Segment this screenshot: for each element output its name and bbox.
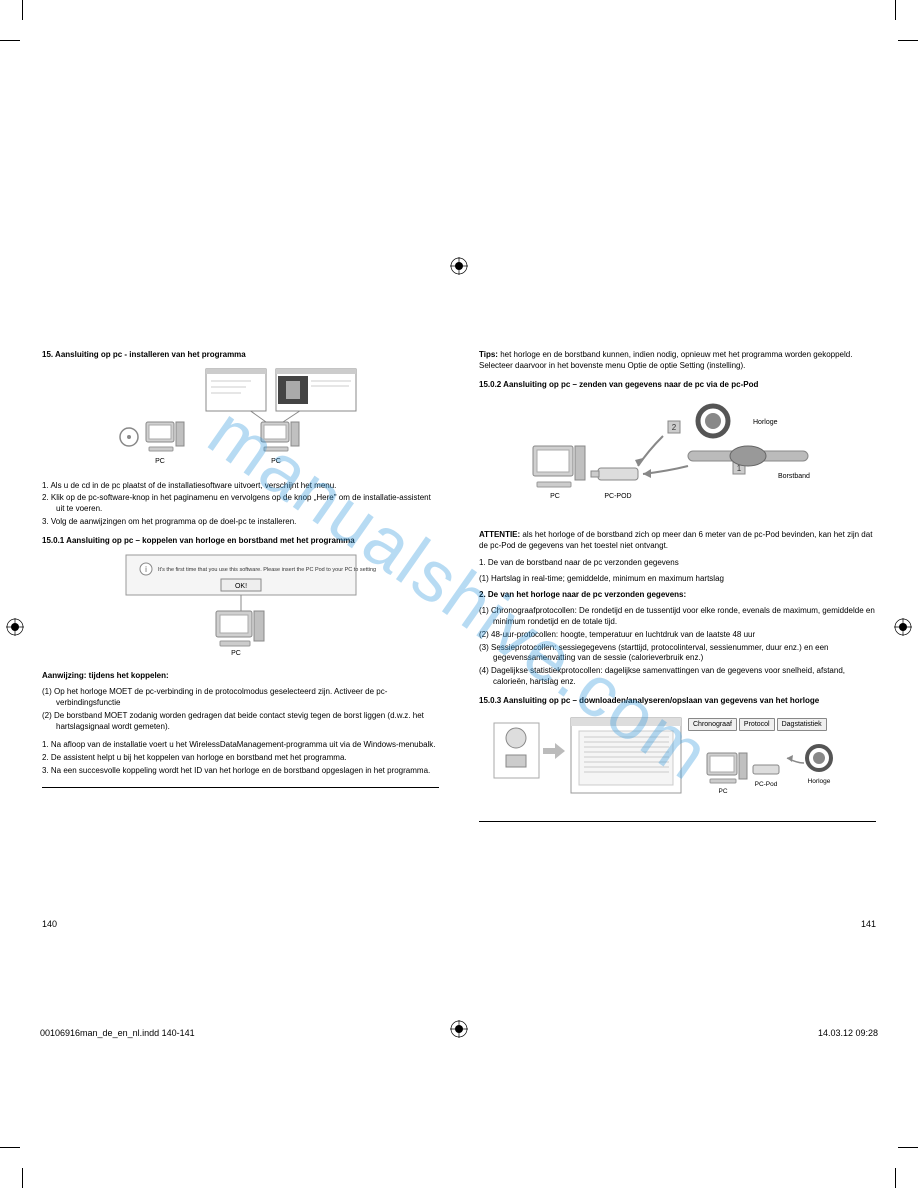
reg-mark-right (894, 618, 912, 636)
svg-text:PC: PC (271, 458, 281, 465)
heading-1501: 15.0.1 Aansluiting op pc – koppelen van … (42, 536, 439, 547)
aanwijzing-list: (1) Op het horloge MOET de pc-verbinding… (42, 687, 439, 732)
install-step-3: 3. Volg de aanwijzingen om het programma… (42, 517, 439, 528)
footer-datetime: 14.03.12 09:28 (818, 1028, 878, 1038)
attentie-paragraph: ATTENTIE: als het horloge of de borstban… (479, 530, 876, 552)
h2: 2. De van het horloge naar de pc verzond… (479, 590, 876, 601)
attentie-label: ATTENTIE: (479, 530, 520, 539)
svg-text:It's the first time that you u: It's the first time that you use this so… (158, 567, 376, 573)
reg-mark-top (450, 257, 468, 275)
install-step-2: 2. Klik op de pc-software-knop in het pa… (42, 493, 439, 515)
aanw-item-2: (2) De borstband MOET zodanig worden ged… (42, 711, 439, 733)
page-rule-right (479, 821, 876, 822)
tips-text: het horloge en de borstband kunnen, indi… (479, 350, 852, 370)
page-right: Tips: het horloge en de borstband kunnen… (459, 350, 896, 930)
page-rule-left (42, 787, 439, 788)
page-number-right: 141 (861, 918, 876, 930)
install-step-1: 1. Als u de cd in de pc plaatst of de in… (42, 481, 439, 492)
p2-3: (3) Sessieprotocollen: sessiegegevens (s… (479, 643, 876, 665)
p1-1: (1) Hartslag in real-time; gemiddelde, m… (479, 574, 876, 585)
p1: 1. De van de borstband naar de pc verzon… (479, 558, 876, 569)
p2-4: (4) Dagelijkse statistiekprotocollen: da… (479, 666, 876, 688)
svg-text:PC: PC (231, 650, 241, 657)
heading-aanwijzing: Aanwijzing: tijdens het koppelen: (42, 671, 439, 682)
aanw-item-1: (1) Op het horloge MOET de pc-verbinding… (42, 687, 439, 709)
p2-2: (2) 48-uur-protocollen: hoogte, temperat… (479, 630, 876, 641)
heading-15: 15. Aansluiting op pc - installeren van … (42, 350, 439, 361)
install-steps: 1. Als u de cd in de pc plaatst of de in… (42, 481, 439, 528)
tag-chronograaf: Chronograaf (688, 718, 737, 731)
svg-text:Borstband: Borstband (778, 473, 810, 480)
page-left: 15. Aansluiting op pc - installeren van … (22, 350, 459, 930)
figure-pcpod: PC PC-POD 2 1 Horloge (479, 396, 876, 520)
post-install-steps: 1. Na afloop van de installatie voert u … (42, 740, 439, 776)
svg-text:Horloge: Horloge (753, 419, 778, 426)
page-number-left: 140 (42, 918, 57, 930)
svg-text:PC: PC (155, 458, 165, 465)
print-footer: 00106916man_de_en_nl.indd 140-141 14.03.… (40, 1028, 878, 1038)
svg-text:i: i (145, 565, 147, 574)
figure-dialog: i It's the first time that you use this … (42, 553, 439, 662)
tips-label: Tips: (479, 350, 498, 359)
footer-filename: 00106916man_de_en_nl.indd 140-141 (40, 1028, 195, 1038)
data-list: (1) Chronograafprotocollen: De rondetijd… (479, 606, 876, 688)
post-step-2: 2. De assistent helpt u bij het koppelen… (42, 753, 439, 764)
post-step-3: 3. Na een succesvolle koppeling wordt he… (42, 766, 439, 777)
svg-text:PC: PC (550, 493, 560, 500)
svg-text:2: 2 (671, 423, 676, 432)
figure-download: ChronograafProtocolDagstatistiek PC PC-P… (489, 713, 876, 812)
tag-protocol: Protocol (739, 718, 775, 731)
svg-text:OK!: OK! (234, 583, 246, 590)
p2-1: (1) Chronograafprotocollen: De rondetijd… (479, 606, 876, 628)
tag-dagstatistiek: Dagstatistiek (777, 718, 827, 731)
figure-install: PC PC (42, 367, 439, 471)
post-step-1: 1. Na afloop van de installatie voert u … (42, 740, 439, 751)
heading-1503: 15.0.3 Aansluiting op pc – downloaden/an… (479, 696, 876, 707)
svg-text:PC: PC (718, 788, 727, 795)
attentie-text: als het horloge of de borstband zich op … (479, 530, 872, 550)
heading-1502: 15.0.2 Aansluiting op pc – zenden van ge… (479, 380, 876, 391)
tips-paragraph: Tips: het horloge en de borstband kunnen… (479, 350, 876, 372)
svg-text:PC-POD: PC-POD (604, 493, 631, 500)
svg-text:Horloge: Horloge (808, 778, 831, 785)
svg-text:PC-Pod: PC-Pod (755, 781, 778, 788)
page-spread: 15. Aansluiting op pc - installeren van … (22, 350, 896, 930)
